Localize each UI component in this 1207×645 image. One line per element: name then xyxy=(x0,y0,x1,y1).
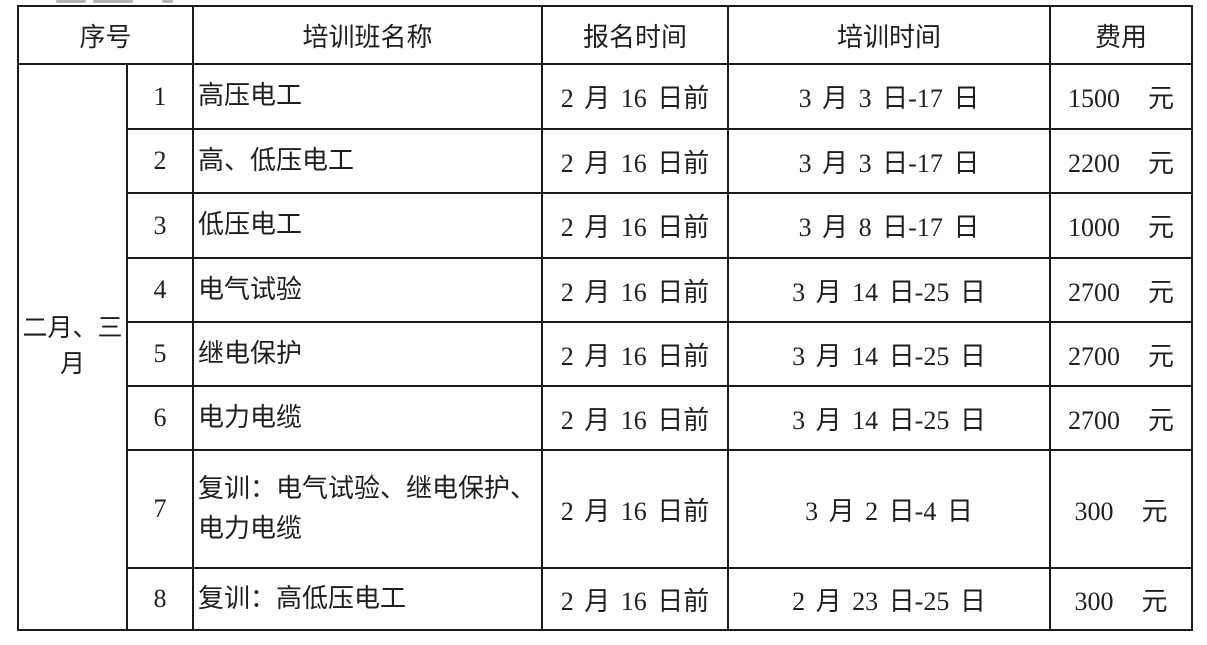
row-index-cell: 2 xyxy=(125,128,195,194)
table-row: 4 电气试验 2 月 16 日前 3 月 14 日-25 日 2700 元 xyxy=(18,257,1194,323)
fee-amount: 300 xyxy=(1074,496,1114,526)
course-name-cell: 复训：电气试验、继电保护、 电力电缆 xyxy=(192,449,544,569)
row-index-cell: 1 xyxy=(125,63,195,130)
fee-cell: 300 元 xyxy=(1049,567,1194,631)
signup-date-cell: 2 月 16 日前 xyxy=(541,567,730,631)
col-header-course-name: 培训班名称 xyxy=(192,5,544,65)
fee-unit: 元 xyxy=(1148,277,1175,307)
row-index-cell: 6 xyxy=(125,385,195,451)
signup-date-cell: 2 月 16 日前 xyxy=(541,63,730,130)
header-row: 序号 培训班名称 报名时间 培训时间 费用 xyxy=(16,5,1194,65)
training-date-cell: 3 月 8 日-17 日 xyxy=(727,192,1052,259)
row-index-cell: 3 xyxy=(125,192,195,259)
fee-cell: 300 元 xyxy=(1049,449,1194,569)
row-index-cell: 7 xyxy=(125,449,195,569)
training-date-cell: 3 月 3 日-17 日 xyxy=(727,63,1052,130)
scan-artifact xyxy=(162,0,173,3)
fee-amount: 2700 xyxy=(1068,341,1120,371)
training-date-cell: 3 月 14 日-25 日 xyxy=(727,321,1052,387)
fee-cell: 1500 元 xyxy=(1049,63,1194,130)
col-header-signup-time: 报名时间 xyxy=(541,5,730,65)
signup-date-cell: 2 月 16 日前 xyxy=(541,321,730,387)
fee-unit: 元 xyxy=(1141,586,1168,616)
signup-date-cell: 2 月 16 日前 xyxy=(541,385,730,451)
fee-amount: 2700 xyxy=(1068,405,1120,435)
course-name-cell: 电力电缆 xyxy=(192,385,544,451)
fee-amount: 300 xyxy=(1074,586,1114,616)
training-date-cell: 3 月 14 日-25 日 xyxy=(727,385,1052,451)
month-span-cell: 二月、三月 xyxy=(17,63,128,631)
signup-date-cell: 2 月 16 日前 xyxy=(541,257,730,323)
col-header-fee: 费用 xyxy=(1049,5,1194,65)
table-row: 7 复训：电气试验、继电保护、 电力电缆 2 月 16 日前 3 月 2 日-4… xyxy=(18,449,1194,569)
row-index-cell: 5 xyxy=(125,321,195,387)
fee-cell: 2200 元 xyxy=(1049,128,1194,194)
table-row: 3 低压电工 2 月 16 日前 3 月 8 日-17 日 1000 元 xyxy=(18,192,1194,259)
col-header-index: 序号 xyxy=(16,5,195,65)
fee-unit: 元 xyxy=(1148,213,1175,242)
course-name-cell: 继电保护 xyxy=(192,321,544,387)
fee-unit: 元 xyxy=(1148,84,1175,113)
course-name-cell: 电气试验 xyxy=(192,257,544,323)
training-date-cell: 3 月 14 日-25 日 xyxy=(727,257,1052,323)
scan-artifact xyxy=(93,0,133,3)
signup-date-cell: 2 月 16 日前 xyxy=(541,192,730,259)
fee-unit: 元 xyxy=(1148,405,1175,435)
fee-amount: 1000 xyxy=(1068,213,1120,242)
fee-cell: 2700 元 xyxy=(1049,385,1194,451)
training-date-cell: 2 月 23 日-25 日 xyxy=(727,567,1052,631)
fee-amount: 1500 xyxy=(1068,84,1120,113)
course-name-cell: 低压电工 xyxy=(192,192,544,259)
fee-cell: 2700 元 xyxy=(1049,257,1194,323)
row-index-cell: 8 xyxy=(125,567,195,631)
fee-cell: 1000 元 xyxy=(1049,192,1194,259)
training-date-cell: 3 月 2 日-4 日 xyxy=(727,449,1052,569)
row-index-cell: 4 xyxy=(125,257,195,323)
course-name-cell: 高压电工 xyxy=(192,63,544,130)
table-row: 8 复训：高低压电工 2 月 16 日前 2 月 23 日-25 日 300 元 xyxy=(18,567,1194,631)
training-date-cell: 3 月 3 日-17 日 xyxy=(727,128,1052,194)
table-row: 2 高、低压电工 2 月 16 日前 3 月 3 日-17 日 2200 元 xyxy=(18,128,1194,194)
training-schedule-table: 序号 培训班名称 报名时间 培训时间 费用 二月、三月 1 高压电工 2 月 1… xyxy=(16,5,1194,631)
signup-date-cell: 2 月 16 日前 xyxy=(541,449,730,569)
scan-artifact xyxy=(56,0,86,3)
fee-amount: 2700 xyxy=(1068,277,1120,307)
fee-unit: 元 xyxy=(1141,496,1168,526)
fee-unit: 元 xyxy=(1148,341,1175,371)
table-row: 二月、三月 1 高压电工 2 月 16 日前 3 月 3 日-17 日 1500… xyxy=(17,63,1194,631)
course-name-cell: 复训：高低压电工 xyxy=(192,567,544,631)
course-name-cell: 高、低压电工 xyxy=(192,128,544,194)
fee-unit: 元 xyxy=(1148,148,1175,178)
table-row: 6 电力电缆 2 月 16 日前 3 月 14 日-25 日 2700 元 xyxy=(18,385,1194,451)
col-header-training-time: 培训时间 xyxy=(727,5,1052,65)
fee-amount: 2200 xyxy=(1068,148,1120,178)
fee-cell: 2700 元 xyxy=(1049,321,1194,387)
signup-date-cell: 2 月 16 日前 xyxy=(541,128,730,194)
table-row: 5 继电保护 2 月 16 日前 3 月 14 日-25 日 2700 元 xyxy=(18,321,1194,387)
